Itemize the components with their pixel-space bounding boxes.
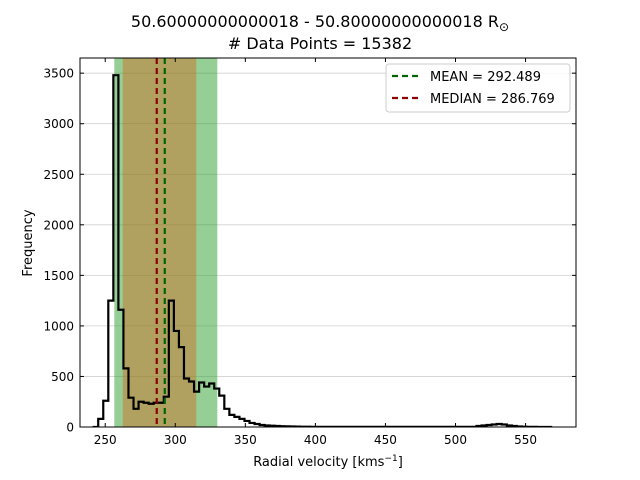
sun-symbol: ⊙ bbox=[499, 20, 509, 34]
x-tick-label: 500 bbox=[444, 433, 467, 447]
x-axis-label-exponent: −1 bbox=[384, 454, 397, 464]
y-tick-label: 2500 bbox=[43, 168, 74, 182]
x-tick-label: 550 bbox=[514, 433, 537, 447]
y-tick-label: 3500 bbox=[43, 67, 74, 81]
x-axis-label-suffix: ] bbox=[398, 455, 403, 470]
x-tick-label: 450 bbox=[374, 433, 397, 447]
chart-title-text: 50.60000000000018 - 50.80000000000018 R bbox=[131, 12, 499, 31]
histogram-step-line bbox=[92, 74, 553, 427]
x-tick-label: 400 bbox=[304, 433, 327, 447]
y-axis-label: Frequency bbox=[21, 209, 36, 276]
x-axis-label: Radial velocity [kms−1] bbox=[253, 454, 403, 470]
y-tick-label: 2000 bbox=[43, 218, 74, 232]
legend-mean-label: MEAN = 292.489 bbox=[430, 70, 541, 85]
y-tick-label: 500 bbox=[51, 370, 74, 384]
y-tick-label: 1000 bbox=[43, 319, 74, 333]
chart-title-line1: 50.60000000000018 - 50.80000000000018 R⊙ bbox=[131, 12, 509, 34]
y-tick-label: 1500 bbox=[43, 269, 74, 283]
chart-title-line2: # Data Points = 15382 bbox=[228, 34, 412, 53]
x-axis-label-prefix: Radial velocity [kms bbox=[253, 455, 384, 470]
shaded-inner-band bbox=[122, 58, 197, 427]
legend-median-label: MEDIAN = 286.769 bbox=[430, 92, 555, 107]
legend: MEAN = 292.489 MEDIAN = 286.769 bbox=[385, 63, 571, 113]
y-tick-label: 0 bbox=[66, 421, 74, 435]
legend-box bbox=[385, 63, 571, 113]
axes-frame bbox=[79, 57, 577, 428]
x-tick-label: 350 bbox=[234, 433, 257, 447]
x-tick-label: 250 bbox=[94, 433, 117, 447]
plot-area: 250 300 350 400 450 500 550 0 500 1000 1500 2000 250… bbox=[43, 57, 577, 447]
y-tick-label: 3000 bbox=[43, 117, 74, 131]
x-tick-label: 300 bbox=[164, 433, 187, 447]
